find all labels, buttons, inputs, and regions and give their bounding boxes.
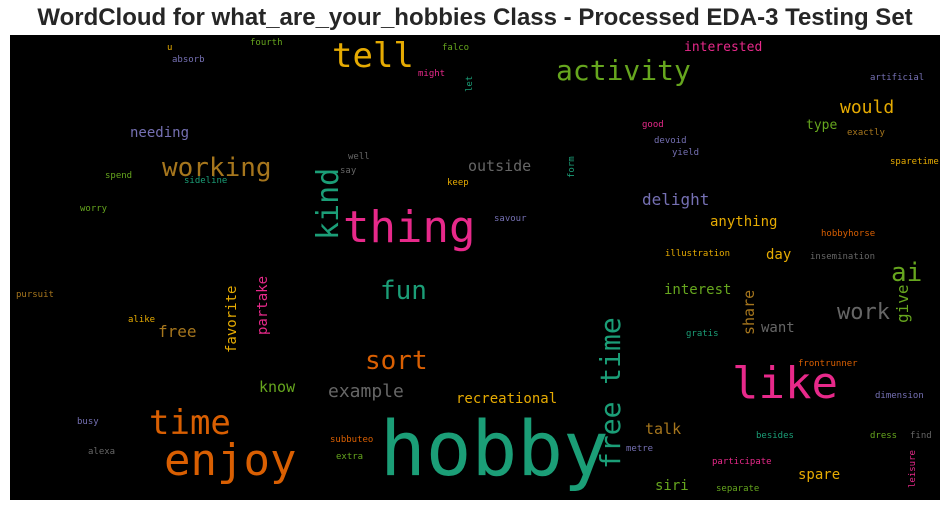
word-falco: falco bbox=[442, 43, 469, 53]
word-tell: tell bbox=[332, 36, 414, 76]
word-gratis: gratis bbox=[686, 329, 719, 339]
word-leisure: leisure bbox=[908, 450, 918, 488]
word-pursuit: pursuit bbox=[16, 290, 54, 300]
word-besides: besides bbox=[756, 431, 794, 441]
word-day: day bbox=[766, 247, 791, 263]
word-give: give bbox=[893, 284, 912, 323]
word-separate: separate bbox=[716, 484, 759, 494]
word-time: time bbox=[149, 403, 231, 443]
word-participate: participate bbox=[712, 457, 772, 467]
word-alike: alike bbox=[128, 315, 155, 325]
word-u: u bbox=[167, 43, 172, 53]
word-delight: delight bbox=[642, 190, 709, 209]
word-say: say bbox=[340, 166, 357, 176]
word-favorite: favorite bbox=[224, 286, 240, 353]
word-work: work bbox=[837, 300, 890, 325]
word-subbuteo: subbuteo bbox=[330, 435, 373, 445]
word-form: form bbox=[567, 156, 577, 178]
word-yield: yield bbox=[672, 148, 699, 158]
word-interested: interested bbox=[684, 40, 762, 55]
word-frontrunner: frontrunner bbox=[798, 359, 858, 369]
word-absorb: absorb bbox=[172, 55, 205, 65]
word-needing: needing bbox=[130, 125, 189, 141]
word-savour: savour bbox=[494, 214, 527, 224]
word-worry: worry bbox=[80, 204, 108, 214]
word-would: would bbox=[840, 97, 894, 118]
word-share: share bbox=[740, 290, 758, 335]
word-know: know bbox=[259, 378, 296, 396]
word-spend: spend bbox=[105, 171, 132, 181]
word-enjoy: enjoy bbox=[164, 435, 296, 486]
word-free: free bbox=[158, 322, 197, 341]
word-working: working bbox=[162, 153, 272, 183]
word-thing: thing bbox=[343, 202, 475, 253]
word-sparetime: sparetime bbox=[890, 157, 939, 167]
word-dimension: dimension bbox=[875, 391, 924, 401]
word-fun: fun bbox=[380, 276, 427, 306]
word-interest: interest bbox=[664, 282, 731, 298]
word-example: example bbox=[328, 381, 404, 402]
word-sideline: sideline bbox=[184, 176, 227, 186]
word-siri: siri bbox=[655, 478, 689, 494]
word-extra: extra bbox=[336, 452, 363, 462]
word-like: like bbox=[732, 358, 838, 409]
word-fourth: fourth bbox=[250, 38, 283, 48]
word-ai: ai bbox=[891, 258, 922, 288]
word-might: might bbox=[418, 69, 445, 79]
word-let: let bbox=[465, 76, 475, 92]
word-want: want bbox=[761, 320, 795, 336]
word-talk: talk bbox=[645, 420, 681, 438]
word-find: find bbox=[910, 431, 932, 441]
word-kind: kind bbox=[311, 168, 346, 240]
word-well: well bbox=[348, 152, 370, 162]
word-devoid: devoid bbox=[654, 136, 687, 146]
word-keep: keep bbox=[447, 178, 469, 188]
word-metre: metre bbox=[626, 444, 653, 454]
word-hobbyhorse: hobbyhorse bbox=[821, 229, 875, 239]
word-sort: sort bbox=[365, 346, 428, 376]
chart-title: WordCloud for what_are_your_hobbies Clas… bbox=[37, 4, 913, 31]
wordcloud-canvas: hobby like thing enjoy time tell free time kind… bbox=[10, 35, 940, 500]
word-exactly: exactly bbox=[847, 128, 886, 138]
word-good: good bbox=[642, 120, 664, 130]
word-type: type bbox=[806, 118, 837, 133]
word-free-time: free time bbox=[594, 317, 627, 469]
word-artificial: artificial bbox=[870, 73, 924, 83]
word-illustration: illustration bbox=[665, 249, 730, 259]
word-busy: busy bbox=[77, 417, 99, 427]
word-outside: outside bbox=[468, 157, 531, 175]
word-partake: partake bbox=[255, 276, 271, 335]
word-spare: spare bbox=[798, 467, 840, 483]
word-dress: dress bbox=[870, 431, 897, 441]
word-recreational: recreational bbox=[456, 391, 557, 407]
word-hobby: hobby bbox=[380, 404, 609, 493]
word-alexa: alexa bbox=[88, 447, 115, 457]
word-insemination: insemination bbox=[810, 252, 875, 262]
word-anything: anything bbox=[710, 214, 777, 230]
word-activity: activity bbox=[556, 54, 691, 87]
